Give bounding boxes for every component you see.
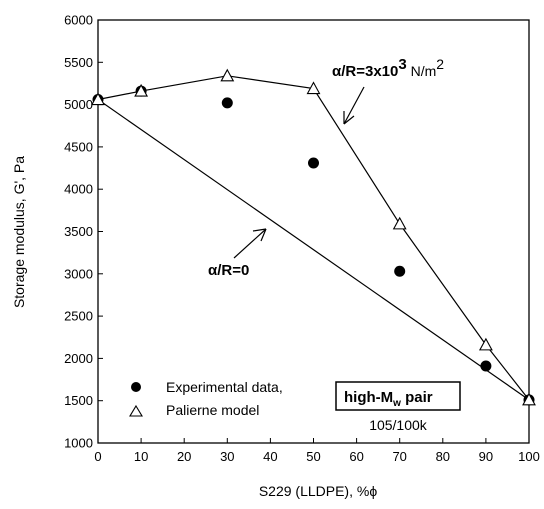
annotation-upper-arrowhead (343, 111, 355, 125)
annotation-lower-arrowhead (252, 228, 267, 242)
annotation-lower-arrow (233, 228, 267, 259)
y-axis-title: Storage modulus, G', Pa (11, 156, 27, 308)
pair-box (335, 381, 461, 411)
x-tick-label: 40 (263, 449, 277, 464)
series-line-palierne (97, 75, 530, 401)
data-point-palierne (522, 392, 536, 406)
y-tick-label: 5000 (64, 97, 93, 112)
x-tick-label: 50 (306, 449, 320, 464)
y-tick-label: 3500 (64, 224, 93, 239)
data-point-palierne (91, 92, 105, 106)
y-tick-label: 5500 (64, 55, 93, 70)
annotation-upper-arrow (343, 86, 365, 125)
annotation-upper: α/R=3x103 N/m2 (332, 56, 444, 80)
x-tick-label: 60 (349, 449, 363, 464)
legend-label-palierne: Palierne model (166, 402, 259, 418)
legend-marker-palierne (129, 404, 143, 417)
annotation-lower: α/R=0 (208, 262, 249, 279)
x-axis-title: S229 (LLDPE), %ϕ (259, 483, 377, 499)
y-tick-label: 1000 (64, 436, 93, 451)
x-tick-label: 100 (518, 449, 540, 464)
y-tick-label: 2500 (64, 309, 93, 324)
data-point-experimental (221, 97, 233, 109)
x-tick-label: 70 (392, 449, 406, 464)
y-tick-label: 4500 (64, 139, 93, 154)
x-tick-label: 0 (94, 449, 101, 464)
data-point-palierne (392, 216, 407, 230)
legend-label-experimental: Experimental data, (166, 379, 283, 395)
data-point-palierne (478, 337, 493, 351)
y-tick-label: 4000 (64, 182, 93, 197)
data-point-palierne (306, 81, 321, 95)
x-tick-label: 30 (220, 449, 234, 464)
data-point-palierne (220, 68, 235, 82)
x-tick-label: 80 (436, 449, 450, 464)
x-tick-label: 10 (134, 449, 148, 464)
pair-label: high-Mw pair (344, 389, 433, 409)
data-point-experimental (308, 157, 319, 169)
x-tick-label: 90 (479, 449, 493, 464)
series-line-alpha-zero (97, 99, 530, 401)
data-point-experimental (394, 265, 406, 277)
pair-note: 105/100k (369, 417, 428, 433)
data-point-experimental (480, 360, 492, 372)
y-tick-label: 6000 (64, 13, 93, 28)
y-tick-label: 2000 (64, 351, 93, 366)
data-point-palierne (134, 83, 149, 97)
x-tick-label: 20 (177, 449, 191, 464)
legend: Experimental data, Palierne model (129, 379, 283, 418)
y-tick-label: 1500 (64, 393, 93, 408)
y-tick-label: 3000 (64, 266, 93, 281)
legend-marker-experimental (131, 382, 141, 392)
